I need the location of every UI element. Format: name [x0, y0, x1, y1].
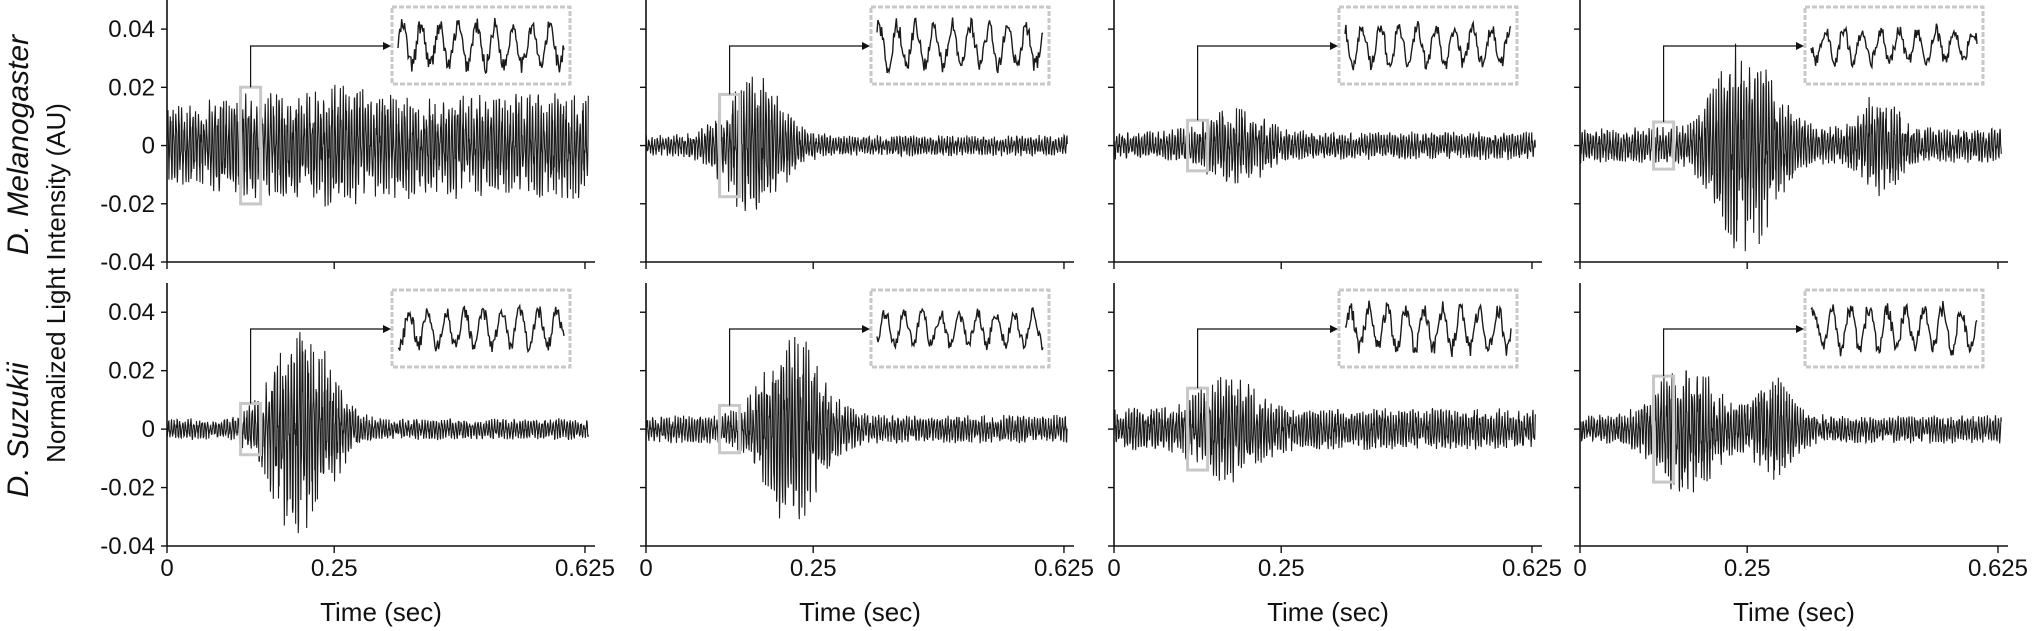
x-tick-label: 0.25: [1724, 555, 1771, 582]
panel-2: [1108, 0, 1542, 269]
y-tick-label: -0.04: [100, 533, 155, 560]
zoom-arrowhead: [383, 325, 391, 333]
waveform-trace: [1579, 43, 2002, 252]
inset-trace: [397, 18, 565, 75]
x-tick-label: 0: [1573, 555, 1586, 582]
panel-5: 0 0.25 0.625 Time (sec): [639, 283, 1094, 627]
x-axis-label: Time (sec): [1267, 597, 1389, 627]
inset-trace: [1344, 19, 1512, 71]
y-tick-label: 0.04: [108, 299, 155, 326]
x-tick-label: 0.25: [311, 555, 358, 582]
y-tick-label: -0.02: [100, 475, 155, 502]
zoom-arrowhead: [1330, 325, 1338, 333]
waveform-trace: [166, 332, 589, 534]
zoom-arrowhead: [862, 325, 870, 333]
row-label-suzukii: D. Suzukii: [2, 361, 35, 497]
x-tick-label: 0.25: [1258, 555, 1305, 582]
inset-trace: [1810, 23, 1978, 70]
y-tick-label: -0.02: [100, 191, 155, 218]
y-tick-label: 0: [142, 133, 155, 160]
zoom-arrowhead: [1330, 42, 1338, 50]
inset-trace: [397, 303, 565, 354]
waveform-trace: [1113, 377, 1536, 483]
inset-trace: [1810, 301, 1978, 357]
x-axis-label: Time (sec): [1733, 597, 1855, 627]
inset-box: [390, 5, 572, 86]
inset-trace: [876, 17, 1044, 75]
zoom-connector-line: [1196, 328, 1333, 389]
inset-box: [390, 288, 572, 369]
x-tick-label: 0.625: [555, 555, 615, 582]
panel-1: [640, 0, 1074, 269]
zoom-connector-line: [249, 45, 386, 88]
waveform-trace: [645, 76, 1068, 212]
x-tick-label: 0.625: [1968, 555, 2028, 582]
y-tick-label: 0.02: [108, 358, 155, 385]
y-tick-label: 0: [142, 416, 155, 443]
x-axis-label: Time (sec): [799, 597, 921, 627]
waveform-trace: [166, 84, 589, 207]
zoom-arrowhead: [1796, 42, 1804, 50]
inset-box: [1803, 5, 1985, 86]
zoom-arrowhead: [383, 42, 391, 50]
y-tick-label: 0.02: [108, 74, 155, 101]
y-tick-label: 0.04: [108, 16, 155, 43]
zoom-connector-line: [728, 328, 865, 406]
x-tick-label: 0: [639, 555, 652, 582]
zoom-connector-line: [728, 45, 865, 95]
zoom-connector-line: [1196, 45, 1333, 121]
y-axis-label: Normalized Light Intensity (AU): [41, 103, 71, 463]
inset-box: [1803, 288, 1985, 369]
panel-0: -0.04 -0.02 0 0.02 0.04: [100, 0, 595, 276]
panel-4: -0.04 -0.02 0 0.02 0.04 0 0.25 0.625 Time (sec): [100, 283, 615, 627]
inset-trace: [876, 306, 1044, 351]
waveform-trace: [1113, 108, 1536, 184]
zoom-connector-line: [1662, 45, 1799, 122]
waveform-trace: [1579, 370, 2002, 493]
panel-3: [1574, 0, 2008, 269]
zoom-connector-line: [1662, 328, 1799, 377]
x-tick-label: 0: [160, 555, 173, 582]
x-tick-label: 0.625: [1502, 555, 1562, 582]
inset-trace: [1344, 300, 1512, 358]
zoom-arrowhead: [1796, 325, 1804, 333]
x-tick-label: 0.25: [790, 555, 837, 582]
inset-box: [1337, 5, 1519, 86]
x-axis-label: Time (sec): [320, 597, 442, 627]
zoom-arrowhead: [862, 42, 870, 50]
inset-box: [869, 288, 1051, 369]
panel-6: 0 0.25 0.625 Time (sec): [1107, 283, 1562, 627]
x-tick-label: 0: [1107, 555, 1120, 582]
y-tick-label: -0.04: [100, 249, 155, 276]
waveform-trace: [645, 337, 1068, 520]
row-label-melanogaster: D. Melanogaster: [2, 34, 35, 255]
x-tick-label: 0.625: [1034, 555, 1094, 582]
zoom-connector-line: [249, 328, 386, 404]
panel-7: 0 0.25 0.625 Time (sec): [1573, 283, 2028, 627]
